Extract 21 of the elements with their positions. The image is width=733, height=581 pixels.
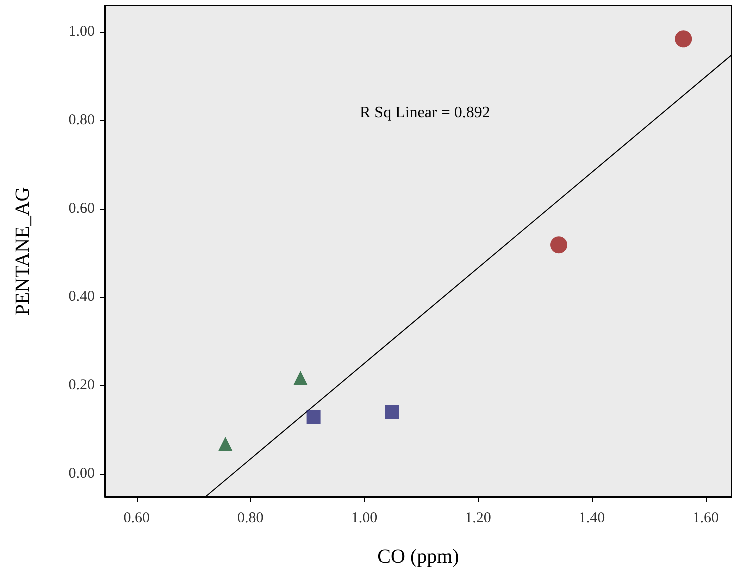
annotation: R Sq Linear = 0.892 bbox=[360, 104, 490, 122]
x-tick-label: 0.60 bbox=[124, 510, 150, 526]
point bbox=[294, 371, 308, 386]
x-tick-label: 1.40 bbox=[578, 510, 606, 526]
x-tick-label: 1.00 bbox=[351, 510, 378, 526]
y-tick-label: 1.00 bbox=[68, 24, 95, 40]
point bbox=[550, 236, 568, 254]
point bbox=[218, 436, 233, 451]
y-axis-title: PENTANE_AG bbox=[12, 187, 34, 316]
y-tick-label: 0.80 bbox=[68, 112, 95, 128]
x-tick-label: 1.60 bbox=[692, 510, 719, 526]
y-tick-label: 0.20 bbox=[68, 378, 95, 394]
y-tick-label: 0.00 bbox=[68, 466, 95, 482]
y-tick-label: 0.60 bbox=[68, 200, 95, 217]
point bbox=[385, 405, 400, 420]
x-axis-title: CO (ppm) bbox=[378, 546, 460, 568]
x-tick-label: 0.80 bbox=[238, 510, 264, 526]
y-tick-label: 0.40 bbox=[68, 289, 95, 306]
point bbox=[306, 410, 321, 424]
point bbox=[675, 30, 692, 48]
x-tick-label: 1.20 bbox=[465, 510, 492, 526]
